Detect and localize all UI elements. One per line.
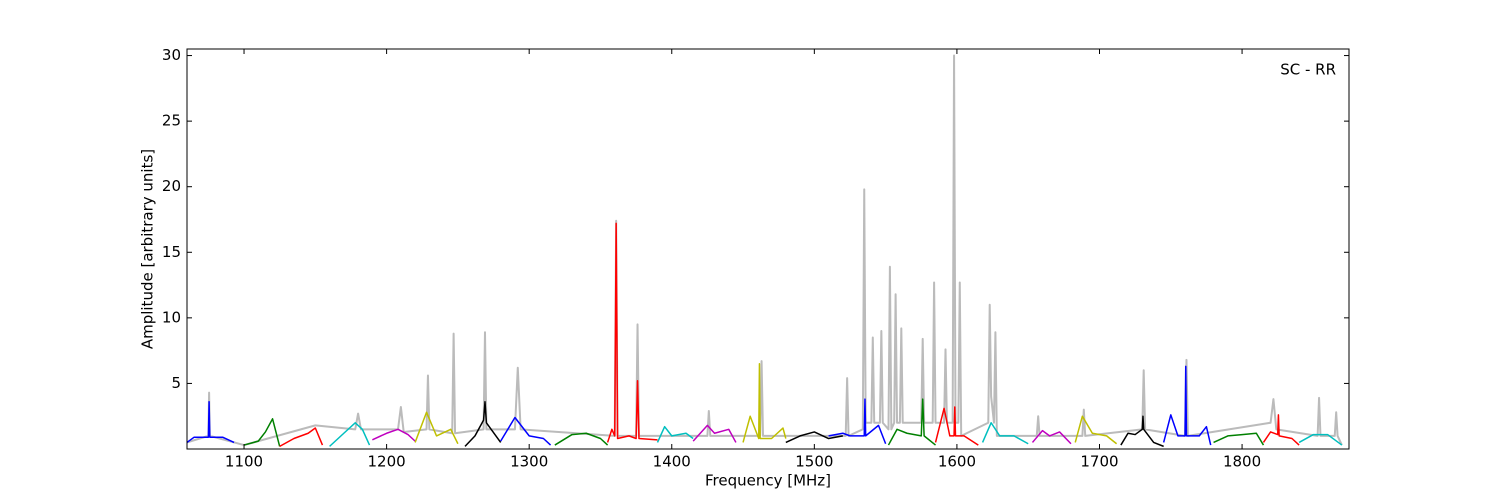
axes-frame [186, 48, 1350, 450]
series-line [187, 54, 1343, 447]
y-tick-label: 20 [162, 177, 181, 195]
series-line [1074, 415, 1118, 445]
series-line [243, 418, 281, 447]
series-line [500, 416, 552, 446]
y-axis-label: Amplitude [arbitrary units] [139, 149, 157, 349]
series-line [934, 406, 979, 446]
series-line [1162, 365, 1212, 446]
series-line [656, 425, 694, 443]
series-line [887, 398, 937, 446]
series-line [742, 363, 787, 443]
x-axis-label: Frequency [MHz] [705, 472, 831, 490]
annotation: SC - RR [1280, 61, 1336, 79]
series-line [1031, 429, 1072, 445]
x-tick-label: 1500 [795, 453, 833, 471]
series-line [606, 222, 658, 443]
series-line [1262, 414, 1300, 446]
y-tick-label: 5 [171, 374, 181, 392]
series-line [828, 398, 887, 445]
plot-area [187, 54, 1343, 448]
x-tick-label: 1700 [1080, 453, 1118, 471]
y-tick-label: 10 [162, 308, 181, 326]
series-line [329, 422, 371, 447]
x-tick-label: 1800 [1223, 453, 1261, 471]
y-tick-label: 25 [162, 112, 181, 130]
x-tick-label: 1300 [510, 453, 548, 471]
series-line [279, 427, 324, 448]
series-line [1120, 415, 1164, 448]
series-line [554, 432, 609, 446]
series-line [785, 431, 843, 444]
y-tick-label: 30 [162, 46, 181, 64]
series-line [187, 401, 235, 444]
series-line [464, 401, 502, 447]
x-tick-label: 1200 [368, 453, 406, 471]
x-tick-label: 1600 [938, 453, 976, 471]
y-tick-label: 15 [162, 243, 181, 261]
series-line [692, 424, 737, 443]
x-tick-label: 1400 [653, 453, 691, 471]
series-line [981, 422, 1029, 445]
x-tick-label: 1100 [225, 453, 263, 471]
series-line [1213, 432, 1265, 446]
series-line [1298, 433, 1343, 446]
series-line [414, 411, 459, 445]
series-line [372, 428, 416, 442]
